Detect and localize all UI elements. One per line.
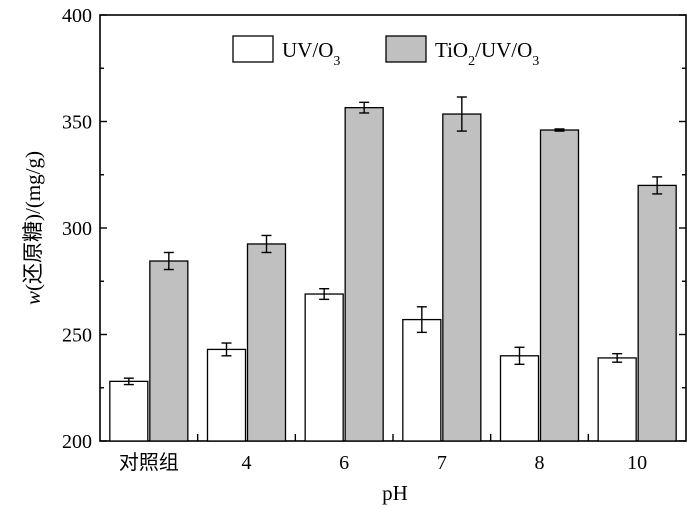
- bar-series1-0: [149, 260, 189, 442]
- legend-label-tio2-uv-o3: TiO2/UV/O3: [435, 38, 539, 69]
- legend-label-uv-o3: UV/O3: [282, 38, 340, 69]
- x-tick-label: 6: [339, 452, 349, 474]
- bar-series0-0: [109, 380, 149, 442]
- y-axis-title-group: w(还原糖)/(mg/g): [21, 151, 45, 305]
- x-axis: 对照组 4 6 7 8 10: [119, 434, 647, 474]
- bar-series1-5: [637, 184, 677, 442]
- y-axis-title: w(还原糖)/(mg/g): [21, 151, 45, 305]
- x-tick-label: 4: [242, 452, 252, 474]
- legend: UV/O3 TiO2/UV/O3: [232, 35, 539, 69]
- y-tick-label: 200: [62, 431, 92, 453]
- x-tick-label: 10: [627, 452, 647, 474]
- bar-series1-2: [344, 107, 384, 442]
- bar-series0-2: [304, 293, 344, 442]
- y-tick-label: 300: [62, 218, 92, 240]
- y-axis: 200 250 300 350 400: [62, 5, 686, 453]
- x-tick-label: 8: [535, 452, 545, 474]
- bar-series0-3: [402, 318, 442, 442]
- bar-series0-1: [206, 348, 247, 442]
- bar-series0-5: [597, 357, 637, 442]
- y-tick-label: 400: [62, 5, 92, 27]
- legend-swatch-uv-o3: [232, 35, 274, 63]
- bars: [109, 107, 677, 442]
- error-bars: [123, 96, 663, 386]
- y-tick-label: 350: [62, 112, 92, 134]
- bar-series0-4: [499, 355, 540, 442]
- legend-swatch-tio2-uv-o3: [385, 35, 427, 63]
- x-tick-label: 对照组: [119, 451, 179, 474]
- y-tick-label: 250: [62, 325, 92, 347]
- bar-series1-4: [539, 129, 580, 442]
- x-axis-title: pH: [382, 481, 408, 505]
- x-tick-label: 7: [437, 452, 447, 474]
- bar-series1-3: [442, 113, 482, 442]
- bar-series1-1: [246, 243, 287, 442]
